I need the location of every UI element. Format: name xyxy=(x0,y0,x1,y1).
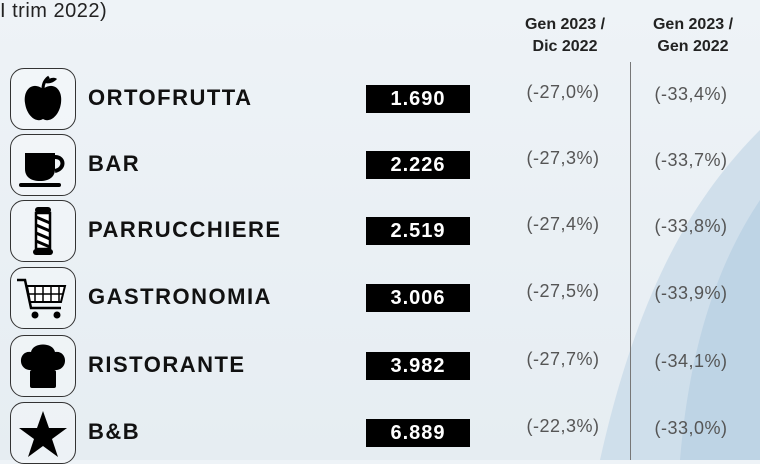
row-change: (-33,4%) xyxy=(654,84,728,104)
row-value: 2.519 xyxy=(366,217,470,245)
row-change: (-34,1%) xyxy=(654,351,728,371)
row-change: (-33,9%) xyxy=(654,283,728,303)
row-name: ORTOFRUTTA xyxy=(88,85,253,110)
row-name: B&B xyxy=(88,419,141,444)
column-header: Gen 2023 / Dic 2022 xyxy=(500,14,630,58)
row-change: (-27,0%) xyxy=(526,82,600,102)
row-icon xyxy=(10,402,76,464)
row-icon xyxy=(10,200,76,262)
header-line: Gen 2023 / xyxy=(524,16,606,33)
row-name: PARRUCCHIERE xyxy=(88,217,282,242)
row-value: 3.006 xyxy=(366,284,470,312)
row-value: 3.982 xyxy=(366,352,470,380)
icon xyxy=(19,153,65,187)
icon xyxy=(17,278,67,319)
icon xyxy=(20,344,66,388)
icon xyxy=(33,207,53,255)
row-change: (-27,7%) xyxy=(526,349,600,369)
header-line: Gen 2023 / xyxy=(652,16,734,33)
column-header: Gen 2023 / Gen 2022 xyxy=(628,14,758,58)
row-change: (-33,8%) xyxy=(654,216,728,236)
row-value: 2.226 xyxy=(366,151,470,179)
row-value: 1.690 xyxy=(366,85,470,113)
row-icon xyxy=(10,68,76,130)
row-name: RISTORANTE xyxy=(88,352,246,377)
row-name: BAR xyxy=(88,151,141,176)
row-change: (-33,7%) xyxy=(654,150,728,170)
row-icon xyxy=(10,335,76,397)
row-change: (-27,5%) xyxy=(526,281,600,301)
row-change: (-22,3%) xyxy=(526,416,600,436)
header-line: Gen 2022 xyxy=(657,38,729,55)
row-change: (-27,3%) xyxy=(526,148,600,168)
row-icon xyxy=(10,267,76,329)
row-change: (-33,0%) xyxy=(654,418,728,438)
row-value: 6.889 xyxy=(366,419,470,447)
icon xyxy=(19,411,67,457)
header-line: Dic 2022 xyxy=(532,38,598,55)
column-divider xyxy=(630,62,631,460)
row-icon xyxy=(10,134,76,196)
row-name: GASTRONOMIA xyxy=(88,284,272,309)
row-change: (-27,4%) xyxy=(526,214,600,234)
icon xyxy=(24,75,62,121)
title: I trim 2022) xyxy=(0,0,108,22)
